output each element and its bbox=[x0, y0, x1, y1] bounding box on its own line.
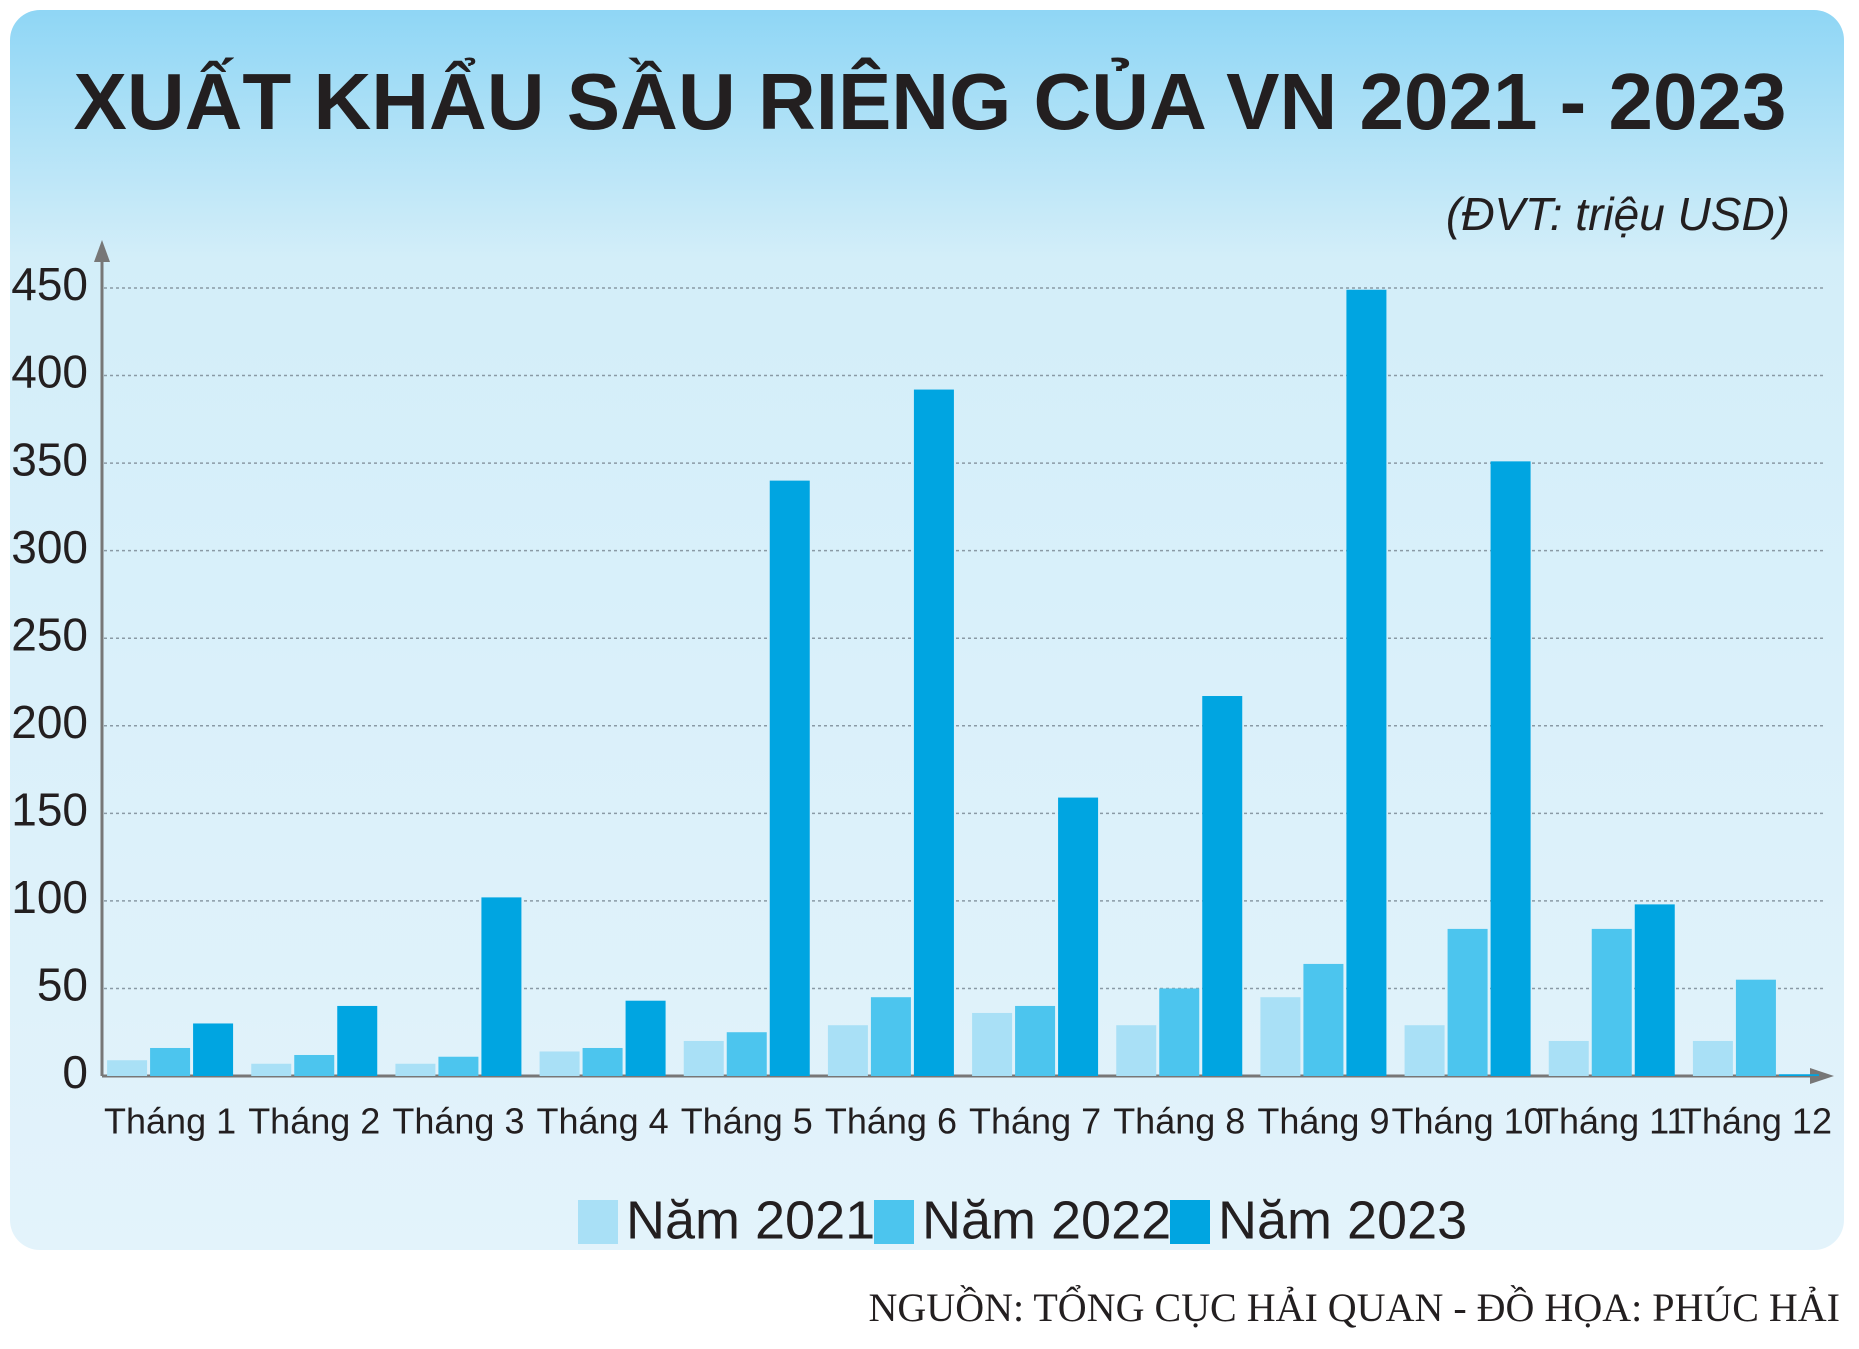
bar bbox=[107, 1060, 148, 1076]
x-tick-label: Tháng 6 bbox=[825, 1101, 957, 1142]
bar bbox=[438, 1056, 479, 1076]
bar bbox=[294, 1054, 335, 1076]
x-tick-label: Tháng 11 bbox=[1537, 1101, 1686, 1142]
bar bbox=[1116, 1025, 1157, 1076]
bar bbox=[193, 1023, 234, 1076]
legend-swatch bbox=[874, 1200, 914, 1244]
x-tick-label: Tháng 7 bbox=[969, 1101, 1101, 1142]
legend-swatch bbox=[578, 1200, 618, 1244]
source: NGUỒN: TỔNG CỤC HẢI QUAN - ĐỒ HỌA: PHÚC … bbox=[869, 1285, 1840, 1330]
x-tick-label: Tháng 8 bbox=[1113, 1101, 1245, 1142]
x-tick-label: Tháng 1 bbox=[104, 1101, 236, 1142]
bar bbox=[395, 1063, 436, 1076]
x-tick-label: Tháng 2 bbox=[248, 1101, 380, 1142]
bar bbox=[1404, 1025, 1445, 1076]
bar bbox=[1159, 988, 1200, 1076]
legend-label: Năm 2022 bbox=[922, 1190, 1171, 1250]
x-arrow bbox=[1810, 1068, 1834, 1084]
x-tick-label: Tháng 3 bbox=[392, 1101, 524, 1142]
legend-label: Năm 2021 bbox=[626, 1190, 875, 1250]
bar bbox=[1058, 797, 1099, 1076]
bar bbox=[481, 897, 522, 1076]
x-tick-label: Tháng 12 bbox=[1680, 1101, 1832, 1142]
bar bbox=[913, 389, 954, 1076]
y-tick-label: 0 bbox=[62, 1046, 88, 1098]
bar bbox=[1548, 1040, 1589, 1076]
bar bbox=[1490, 461, 1531, 1076]
x-tick-label: Tháng 5 bbox=[681, 1101, 813, 1142]
bar bbox=[251, 1063, 292, 1076]
bar bbox=[1202, 696, 1243, 1076]
bar bbox=[150, 1047, 191, 1076]
y-tick-label: 150 bbox=[11, 783, 88, 835]
bar bbox=[337, 1005, 378, 1076]
x-tick-label: Tháng 4 bbox=[537, 1101, 669, 1142]
bar bbox=[1303, 963, 1344, 1076]
x-tick-label: Tháng 10 bbox=[1392, 1101, 1544, 1142]
bar bbox=[1260, 997, 1301, 1076]
x-tick-label: Tháng 9 bbox=[1257, 1101, 1389, 1142]
bar bbox=[870, 997, 911, 1076]
y-tick-label: 350 bbox=[11, 433, 88, 485]
unit-label: (ĐVT: triệu USD) bbox=[1446, 188, 1790, 240]
bar bbox=[1692, 1040, 1733, 1076]
bar bbox=[582, 1047, 623, 1076]
bar bbox=[1447, 928, 1488, 1076]
bar bbox=[1735, 979, 1776, 1076]
bar bbox=[726, 1032, 767, 1076]
bar bbox=[1778, 1074, 1819, 1076]
bar bbox=[827, 1025, 868, 1076]
bar bbox=[1634, 904, 1675, 1076]
bar bbox=[539, 1051, 580, 1076]
y-tick-label: 450 bbox=[11, 258, 88, 310]
y-tick-label: 300 bbox=[11, 521, 88, 573]
legend-label: Năm 2023 bbox=[1218, 1190, 1467, 1250]
bar bbox=[972, 1012, 1013, 1076]
y-tick-label: 400 bbox=[11, 346, 88, 398]
bar bbox=[1591, 928, 1632, 1076]
y-tick-label: 200 bbox=[11, 696, 88, 748]
legend-swatch bbox=[1170, 1200, 1210, 1244]
bar bbox=[1346, 289, 1387, 1076]
chart-title: XUẤT KHẨU SẦU RIÊNG CỦA VN 2021 - 2023 bbox=[73, 57, 1786, 146]
y-tick-label: 50 bbox=[37, 959, 88, 1011]
bar bbox=[1015, 1005, 1056, 1076]
bar bbox=[769, 480, 810, 1077]
bar bbox=[683, 1040, 724, 1076]
y-arrow bbox=[94, 240, 110, 262]
bar bbox=[625, 1000, 666, 1076]
y-tick-label: 250 bbox=[11, 608, 88, 660]
y-tick-label: 100 bbox=[11, 871, 88, 923]
